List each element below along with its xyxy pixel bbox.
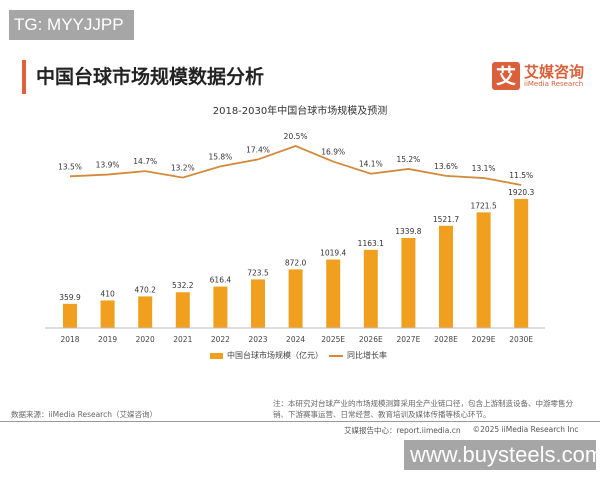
x-tick-label: 2024 (286, 335, 305, 344)
data-source: 数据来源：iiMedia Research（艾媒咨询） (11, 410, 157, 419)
legend: 中国台球市场规模（亿元） 同比增长率 (210, 350, 387, 361)
x-tick-label: 2027E (396, 335, 420, 344)
bar-label: 410 (100, 289, 115, 298)
bar (439, 225, 453, 328)
bar-label: 1339.8 (395, 227, 421, 236)
line-label: 13.5% (58, 162, 82, 171)
line-label: 13.9% (96, 161, 120, 170)
line-label: 15.8% (208, 152, 232, 161)
bar (251, 279, 265, 328)
bar-label: 1521.7 (433, 215, 459, 224)
x-tick-label: 2022 (211, 335, 230, 344)
watermark-top: TG: MYYJJPP (9, 10, 134, 40)
x-tick-label: 2018 (60, 335, 79, 344)
bar-label: 616.4 (210, 276, 232, 285)
footer: 艾媒报告中心：report.iimedia.cn ©2025 iiMedia R… (344, 425, 579, 436)
line-label: 20.5% (284, 132, 308, 141)
x-tick-label: 2023 (248, 335, 267, 344)
logo-cn: 艾媒咨询 (524, 62, 585, 81)
bar-label: 723.5 (247, 268, 269, 277)
copyright: ©2025 iiMedia Research Inc (472, 425, 579, 434)
footnote: 注：本研究对台球产业的市场规模测算采用全产业链口径，包含上游制造设备、中游零售分… (273, 399, 573, 419)
logo-en: iiMedia Research (524, 79, 584, 88)
line-label: 13.2% (171, 164, 195, 173)
x-tick-label: 2026E (359, 335, 383, 344)
title-accent-bar (22, 60, 26, 94)
line-label: 17.4% (246, 145, 270, 154)
legend-line-label: 同比增长率 (347, 351, 387, 360)
bar-label: 1163.1 (358, 239, 384, 248)
x-tick-label: 2029E (472, 335, 496, 344)
growth-line (69, 145, 522, 186)
bar (288, 269, 303, 328)
bar (138, 296, 153, 328)
line-label: 16.9% (321, 148, 345, 157)
line-label: 13.1% (472, 164, 496, 173)
logo-mark: 艾 (492, 62, 520, 90)
logo: 艾 艾媒咨询 iiMedia Research (492, 62, 584, 90)
bar (401, 237, 416, 328)
bar (100, 300, 115, 328)
legend-bar-label: 中国台球市场规模（亿元） (227, 351, 323, 360)
bar (514, 199, 529, 328)
bar (213, 286, 228, 328)
legend-line-swatch (329, 354, 343, 357)
line-label: 13.6% (434, 162, 458, 171)
chart-title: 2018-2030年中国台球市场规模及预测 (212, 106, 388, 117)
line-label: 11.5% (509, 171, 533, 180)
line-label: 14.7% (133, 157, 157, 166)
bar-label: 1019.4 (320, 249, 346, 258)
bar-label: 872.0 (285, 258, 307, 267)
divider (0, 421, 600, 422)
bar (175, 292, 190, 328)
bar-label: 1721.5 (470, 201, 496, 210)
x-tick-label: 2020 (136, 335, 155, 344)
bar-label: 1920.3 (508, 188, 534, 197)
page-title: 中国台球市场规模数据分析 (36, 66, 265, 88)
bar (326, 259, 341, 328)
x-tick-label: 2021 (173, 335, 192, 344)
line-label: 14.1% (359, 160, 383, 169)
report-center: 艾媒报告中心：report.iimedia.cn (344, 426, 461, 435)
bar-label: 470.2 (134, 285, 156, 294)
bar (476, 212, 491, 328)
x-tick-label: 2030E (509, 335, 533, 344)
legend-bar-swatch (210, 352, 223, 359)
watermark-bottom: www.buysteels.com (404, 440, 600, 470)
logo-text: 艾媒咨询 iiMedia Research (524, 64, 584, 89)
x-tick-label: 2028E (434, 335, 458, 344)
x-tick-label: 2025E (321, 335, 345, 344)
x-tick-label: 2019 (98, 335, 117, 344)
bar (63, 303, 77, 328)
bar-label: 532.2 (172, 281, 194, 290)
bar-label: 359.9 (59, 293, 81, 302)
bar (363, 249, 378, 328)
line-label: 15.2% (396, 155, 420, 164)
